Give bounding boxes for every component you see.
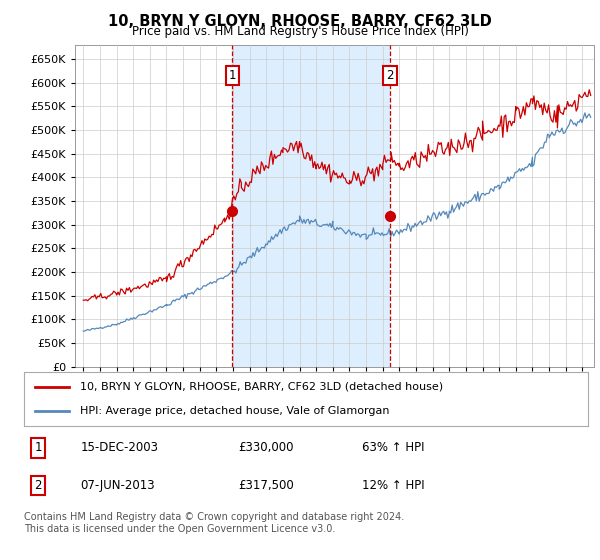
Text: 63% ↑ HPI: 63% ↑ HPI bbox=[362, 441, 425, 454]
Text: 2: 2 bbox=[34, 479, 42, 492]
Text: HPI: Average price, detached house, Vale of Glamorgan: HPI: Average price, detached house, Vale… bbox=[80, 406, 390, 416]
Text: 12% ↑ HPI: 12% ↑ HPI bbox=[362, 479, 425, 492]
Text: £317,500: £317,500 bbox=[238, 479, 294, 492]
Text: 10, BRYN Y GLOYN, RHOOSE, BARRY, CF62 3LD (detached house): 10, BRYN Y GLOYN, RHOOSE, BARRY, CF62 3L… bbox=[80, 382, 443, 392]
Bar bbox=[232, 45, 390, 367]
Text: Contains HM Land Registry data © Crown copyright and database right 2024.
This d: Contains HM Land Registry data © Crown c… bbox=[24, 512, 404, 534]
Text: 15-DEC-2003: 15-DEC-2003 bbox=[80, 441, 158, 454]
Text: 10, BRYN Y GLOYN, RHOOSE, BARRY, CF62 3LD: 10, BRYN Y GLOYN, RHOOSE, BARRY, CF62 3L… bbox=[108, 14, 492, 29]
Text: 2: 2 bbox=[386, 69, 394, 82]
Text: 1: 1 bbox=[34, 441, 42, 454]
Text: 07-JUN-2013: 07-JUN-2013 bbox=[80, 479, 155, 492]
Text: Price paid vs. HM Land Registry's House Price Index (HPI): Price paid vs. HM Land Registry's House … bbox=[131, 25, 469, 38]
Text: £330,000: £330,000 bbox=[238, 441, 294, 454]
Text: 1: 1 bbox=[229, 69, 236, 82]
